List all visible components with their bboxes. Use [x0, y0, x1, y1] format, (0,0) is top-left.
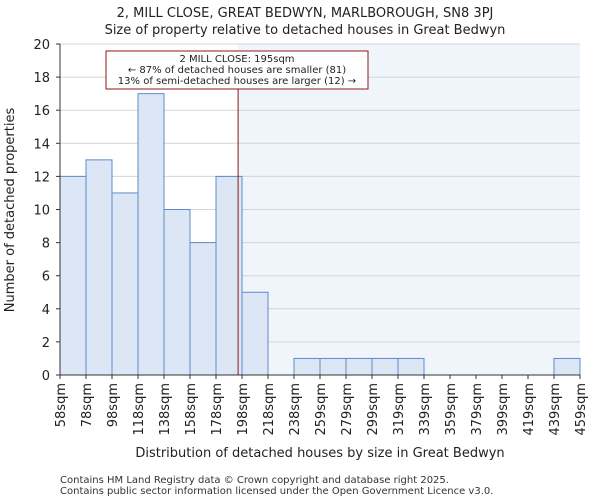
bar-1: [85, 159, 113, 376]
y-tick-label-8: 16: [33, 104, 50, 119]
y-tick-label-5: 10: [33, 204, 50, 219]
bar-7: [241, 291, 269, 376]
bar-4: [163, 209, 191, 376]
bar-11: [345, 357, 373, 376]
x-tick-label-1: 78sqm: [80, 383, 95, 427]
x-tick-label-14: 339sqm: [418, 383, 433, 436]
y-tick-label-3: 6: [42, 270, 50, 285]
y-tick-label-9: 18: [33, 71, 50, 86]
annotation-line-1: 2 MILL CLOSE: 195sqm: [179, 54, 294, 65]
bar-3: [137, 93, 165, 376]
x-tick-label-17: 399sqm: [496, 383, 511, 436]
chart-title-line-1: 2, MILL CLOSE, GREAT BEDWYN, MARLBOROUGH…: [117, 6, 494, 21]
footer-line-2: Contains public sector information licen…: [60, 486, 493, 497]
bar-13: [397, 357, 425, 376]
x-tick-label-13: 319sqm: [392, 383, 407, 436]
annotation-line-3: 13% of semi-detached houses are larger (…: [118, 76, 356, 87]
x-tick-label-20: 459sqm: [574, 383, 589, 436]
x-tick-label-12: 299sqm: [366, 383, 381, 436]
bar-9: [293, 357, 321, 376]
x-tick-label-16: 379sqm: [470, 383, 485, 436]
x-tick-label-18: 419sqm: [522, 383, 537, 436]
annotation-line-2: ← 87% of detached houses are smaller (81…: [128, 65, 346, 76]
y-tick-label-6: 12: [33, 170, 50, 185]
x-tick-label-5: 158sqm: [184, 383, 199, 436]
y-tick-label-4: 8: [42, 237, 50, 252]
bar-2: [111, 192, 139, 376]
x-tick-label-9: 238sqm: [288, 383, 303, 436]
y-axis-label: Number of detached properties: [3, 108, 18, 313]
y-tick-label-0: 0: [42, 369, 50, 384]
x-tick-label-0: 58sqm: [54, 383, 69, 427]
bar-19: [553, 357, 581, 376]
x-tick-label-8: 218sqm: [262, 383, 277, 436]
x-tick-label-10: 259sqm: [314, 383, 329, 436]
bar-10: [319, 357, 347, 376]
property-annotation: 2 MILL CLOSE: 195sqm ← 87% of detached h…: [105, 50, 369, 90]
bar-5: [189, 242, 217, 376]
x-tick-label-6: 178sqm: [210, 383, 225, 436]
x-tick-label-3: 118sqm: [132, 383, 147, 436]
y-tick-label-2: 4: [42, 303, 50, 318]
footer-line-1: Contains HM Land Registry data © Crown c…: [60, 475, 449, 486]
y-tick-label-10: 20: [33, 38, 50, 53]
y-tick-label-1: 2: [42, 336, 50, 351]
bar-0: [59, 175, 87, 376]
x-axis-label: Distribution of detached houses by size …: [135, 446, 504, 461]
chart-title-line-2: Size of property relative to detached ho…: [105, 23, 506, 38]
annotation-box: [105, 50, 369, 90]
x-tick-label-15: 359sqm: [444, 383, 459, 436]
x-tick-label-4: 138sqm: [158, 383, 173, 436]
x-tick-label-19: 439sqm: [548, 383, 563, 436]
x-tick-label-2: 98sqm: [106, 383, 121, 427]
x-tick-label-7: 198sqm: [236, 383, 251, 436]
x-tick-label-11: 279sqm: [340, 383, 355, 436]
bar-12: [371, 357, 399, 376]
y-tick-label-7: 14: [33, 137, 50, 152]
